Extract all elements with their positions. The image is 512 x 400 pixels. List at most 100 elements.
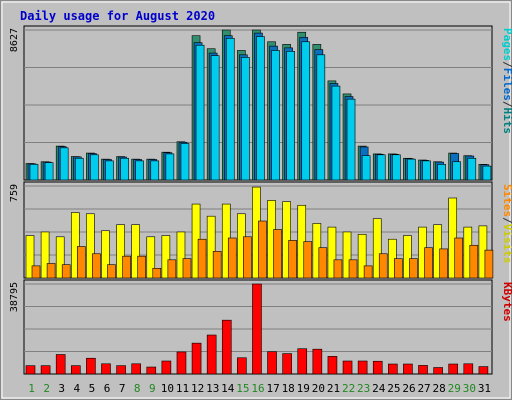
bar-pages-day-19 (301, 41, 311, 181)
bar-pages-day-3 (59, 147, 69, 181)
y-max-label: 759 (9, 184, 20, 202)
bar-pages-day-6 (105, 160, 114, 181)
y-max-label: 38795 (9, 282, 20, 312)
bar-kbytes-day-3 (55, 354, 66, 375)
bar-pages-day-23 (361, 155, 371, 181)
bar-sites-day-15 (243, 236, 252, 279)
x-tick-label-day-29: 29 (448, 382, 461, 395)
bar-kbytes-day-28 (433, 367, 443, 375)
bar-pages-day-2 (44, 162, 54, 181)
bar-visits-day-5 (86, 213, 95, 279)
x-tick-label-day-8: 8 (134, 382, 141, 395)
bar-pages-day-26 (407, 158, 416, 181)
bar-kbytes-day-11 (176, 351, 187, 375)
bar-kbytes-day-16 (252, 283, 262, 375)
x-tick-label-day-30: 30 (463, 382, 476, 395)
bar-kbytes-day-2 (40, 365, 51, 375)
bar-pages-day-10 (165, 153, 175, 181)
bar-sites-day-13 (212, 251, 222, 279)
bar-visits-day-2 (40, 231, 50, 279)
x-tick-label-day-27: 27 (417, 382, 430, 395)
bar-pages-day-21 (331, 85, 341, 181)
side-label-part: Pages (501, 28, 512, 61)
bar-pages-day-16 (256, 36, 265, 181)
bar-sites-day-20 (318, 247, 328, 279)
x-tick-label-day-18: 18 (282, 382, 295, 395)
x-tick-label-day-14: 14 (221, 382, 235, 395)
bar-visits-day-26 (403, 235, 412, 279)
bar-visits-day-4 (70, 212, 80, 279)
x-tick-label-day-24: 24 (372, 382, 386, 395)
bar-sites-day-30 (469, 244, 479, 279)
bar-pages-day-11 (180, 143, 190, 181)
bar-pages-day-22 (346, 98, 356, 181)
bar-kbytes-day-19 (297, 348, 308, 375)
panel-visits-sites: 759 Sites/Visits (9, 181, 512, 279)
bar-visits-day-24 (372, 218, 382, 279)
bar-kbytes-day-21 (327, 356, 338, 375)
bar-kbytes-day-26 (403, 363, 413, 375)
bar-pages-day-5 (90, 154, 99, 181)
bar-sites-day-14 (227, 237, 237, 279)
bar-pages-day-18 (286, 51, 295, 181)
bar-sites-day-1 (31, 265, 41, 279)
bar-kbytes-day-23 (357, 360, 368, 375)
bar-kbytes-day-18 (282, 353, 292, 375)
x-tick-label-day-28: 28 (433, 382, 446, 395)
bar-pages-day-15 (241, 57, 250, 181)
x-tick-label-day-10: 10 (161, 382, 174, 395)
side-label-part: Visits (501, 224, 512, 264)
side-label-part: / (501, 101, 512, 108)
bar-sites-day-23 (363, 265, 373, 279)
x-tick-label-day-22: 22 (342, 382, 355, 395)
bar-sites-day-3 (61, 264, 71, 279)
x-tick-label-day-25: 25 (387, 382, 400, 395)
bar-pages-day-28 (437, 164, 446, 181)
bar-kbytes-day-12 (191, 342, 202, 375)
bar-pages-day-29 (452, 161, 462, 181)
bar-pages-day-8 (135, 160, 144, 181)
bar-kbytes-day-25 (388, 363, 398, 375)
bar-visits-day-10 (161, 235, 171, 279)
bar-visits-day-8 (131, 224, 140, 279)
side-label-part: Hits (501, 108, 512, 135)
bar-sites-day-24 (378, 253, 388, 279)
bar-kbytes-day-5 (86, 357, 96, 375)
bar-pages-day-13 (210, 55, 220, 181)
bar-kbytes-day-4 (70, 365, 81, 375)
bar-kbytes-day-10 (161, 360, 172, 375)
bar-visits-day-3 (55, 236, 65, 279)
bar-pages-day-4 (74, 157, 84, 181)
bar-sites-day-26 (409, 258, 418, 279)
bar-sites-day-25 (394, 258, 403, 279)
bar-kbytes-day-17 (267, 351, 277, 375)
bar-kbytes-day-7 (116, 365, 126, 375)
x-tick-label-day-31: 31 (478, 382, 491, 395)
bar-sites-day-19 (303, 241, 313, 279)
x-tick-label-day-4: 4 (74, 382, 81, 395)
panel-side-label: Pages/Files/Hits (501, 28, 512, 134)
bar-pages-day-14 (225, 37, 235, 181)
x-tick-label-day-23: 23 (357, 382, 370, 395)
x-tick-label-day-19: 19 (297, 382, 310, 395)
bar-sites-day-8 (137, 255, 146, 279)
bar-kbytes-day-6 (101, 363, 111, 375)
bar-sites-day-12 (197, 238, 207, 279)
side-label-part: Sites (501, 184, 512, 217)
bar-sites-day-9 (152, 268, 162, 279)
chart-panels: 8627Pages/Files/Hits759Sites/Visits38795… (9, 25, 512, 375)
bar-sites-day-17 (273, 229, 282, 279)
bar-visits-day-22 (342, 231, 352, 279)
x-tick-label-day-20: 20 (312, 382, 325, 395)
side-label-part: KBytes (501, 282, 512, 322)
bar-kbytes-day-24 (372, 360, 383, 375)
bar-sites-day-10 (167, 259, 177, 279)
x-tick-label-day-3: 3 (58, 382, 65, 395)
bar-kbytes-day-15 (237, 357, 247, 375)
x-tick-label-day-9: 9 (149, 382, 156, 395)
bar-visits-day-23 (357, 234, 367, 279)
bar-pages-day-7 (120, 157, 129, 181)
x-tick-label-day-13: 13 (206, 382, 219, 395)
